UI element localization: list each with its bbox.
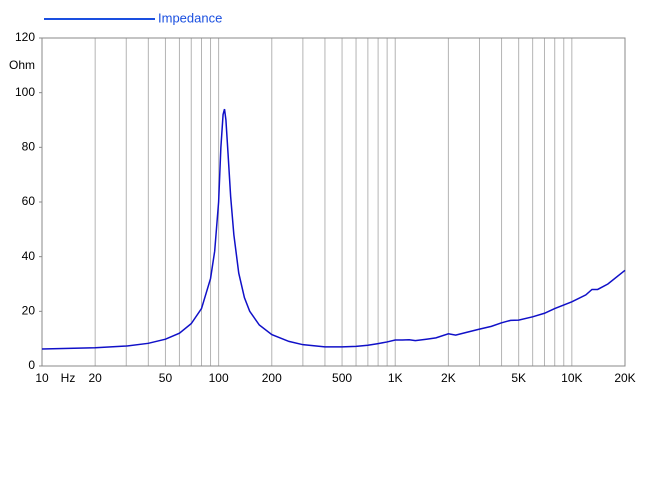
x-tick-label: 100: [209, 371, 229, 385]
x-tick-label: 10K: [561, 371, 582, 385]
legend-label: Impedance: [158, 10, 222, 25]
y-tick-label: 20: [22, 304, 36, 318]
y-tick-label: 40: [22, 249, 36, 263]
x-tick-label: 50: [159, 371, 173, 385]
x-tick-label: 200: [262, 371, 282, 385]
x-tick-label: 1K: [388, 371, 403, 385]
x-tick-label: 20: [88, 371, 102, 385]
x-tick-label: 20K: [614, 371, 635, 385]
x-axis-label: Hz: [61, 371, 76, 385]
y-tick-label: 100: [15, 85, 35, 99]
y-axis-label: Ohm: [9, 58, 35, 72]
x-tick-label: 2K: [441, 371, 456, 385]
y-tick-label: 80: [22, 140, 36, 154]
plot-frame: [41, 37, 626, 367]
x-tick-label: 500: [332, 371, 352, 385]
x-tick-label: 10: [35, 371, 49, 385]
y-tick-label: 0: [28, 358, 35, 372]
y-tick-label: 60: [22, 194, 36, 208]
x-tick-label: 5K: [511, 371, 526, 385]
y-tick-label: 120: [15, 30, 35, 44]
impedance-line: [41, 108, 626, 350]
